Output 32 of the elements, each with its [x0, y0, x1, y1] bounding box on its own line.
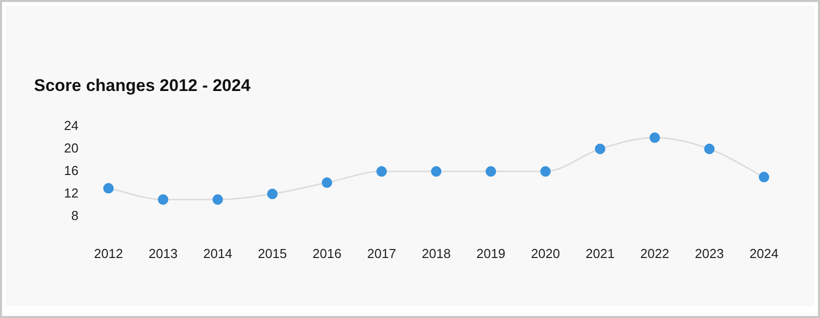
y-tick-label: 16	[64, 162, 78, 178]
x-tick-label: 2014	[203, 246, 232, 261]
x-tick-label: 2013	[148, 246, 178, 261]
point	[649, 132, 660, 143]
x-tick-label: 2016	[312, 246, 342, 261]
x-tick-label: 2020	[531, 246, 560, 261]
point	[158, 194, 168, 205]
point	[376, 166, 387, 177]
x-tick-label: 2017	[367, 246, 396, 261]
point	[540, 166, 551, 177]
x-tick-label: 2012	[94, 246, 123, 261]
y-tick-label: 12	[64, 185, 78, 200]
x-tick-label: 2024	[750, 246, 778, 261]
x-tick-label: 2015	[258, 246, 287, 261]
point	[486, 166, 496, 177]
x-tick-label: 2021	[586, 246, 615, 261]
point	[594, 144, 606, 154]
point	[103, 183, 114, 194]
point	[267, 188, 278, 200]
x-tick-label: 2022	[640, 246, 670, 261]
point	[212, 194, 223, 205]
y-tick-label: 8	[71, 208, 78, 223]
point	[430, 166, 442, 177]
y-tick-label: 20	[64, 140, 78, 156]
y-tick-label: 24	[64, 118, 78, 133]
x-tick-label: 2023	[694, 246, 724, 261]
point	[704, 144, 715, 154]
point	[758, 172, 770, 182]
chart-title: Score changes 2012 - 2024	[34, 76, 251, 95]
x-tick-label: 2019	[476, 246, 506, 261]
x-tick-label: 2018	[422, 246, 451, 261]
point	[322, 177, 332, 188]
